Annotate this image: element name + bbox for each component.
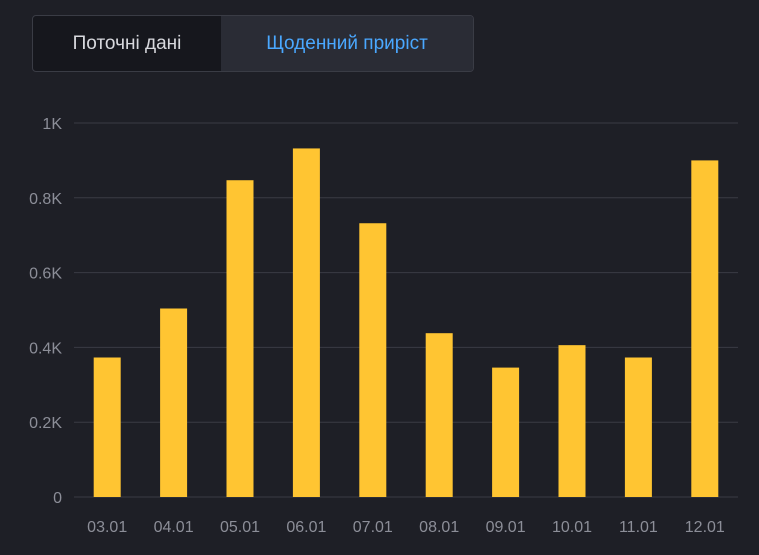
y-tick-label: 0.8K (29, 191, 62, 208)
bar-11.01[interactable] (624, 357, 652, 497)
bar-09.01[interactable] (492, 367, 520, 497)
y-tick-label: 0.4K (29, 340, 62, 357)
tab-daily-growth[interactable]: Щоденний приріст (221, 16, 473, 71)
y-tick-label: 0 (53, 490, 62, 507)
x-axis-ticks: 03.01 04.01 05.01 06.01 07.01 08.01 09.01 10.01… (87, 519, 725, 536)
y-tick-label: 0.6K (29, 266, 62, 283)
bar-06.01[interactable] (292, 148, 320, 497)
x-tick-label: 10.01 (552, 519, 592, 536)
tab-current-data[interactable]: Поточні дані (72, 32, 182, 54)
x-tick-label: 09.01 (486, 519, 526, 536)
x-tick-label: 11.01 (619, 519, 658, 536)
x-tick-label: 05.01 (220, 519, 260, 536)
x-tick-label: 08.01 (419, 519, 459, 536)
x-tick-label: 07.01 (353, 519, 393, 536)
y-tick-label: 0.2K (29, 415, 62, 432)
x-tick-label: 04.01 (154, 519, 194, 536)
y-tick-label: 1K (42, 116, 62, 133)
bar-03.01[interactable] (93, 357, 121, 497)
bar-05.01[interactable] (226, 180, 254, 498)
bar-07.01[interactable] (359, 223, 387, 497)
x-tick-label: 03.01 (87, 519, 127, 536)
x-tick-label: 12.01 (685, 519, 725, 536)
x-tick-label: 06.01 (286, 519, 326, 536)
bar-08.01[interactable] (425, 333, 453, 497)
bar-04.01[interactable] (160, 308, 188, 497)
bar-10.01[interactable] (558, 345, 586, 497)
tab-switcher: Поточні дані Щоденний приріст (32, 15, 474, 72)
bar-12.01[interactable] (691, 160, 719, 497)
bars (93, 148, 719, 498)
y-axis-ticks: 0 0.2K 0.4K 0.6K 0.8K 1K (29, 116, 62, 507)
